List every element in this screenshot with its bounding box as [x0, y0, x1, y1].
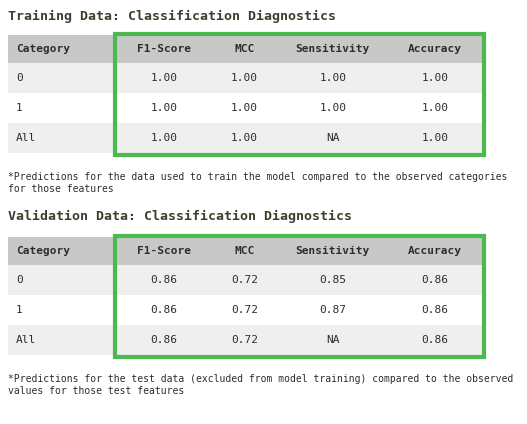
Bar [278, 35, 388, 63]
Bar [211, 123, 278, 153]
Text: F1-Score: F1-Score [137, 246, 191, 256]
Text: Category: Category [16, 246, 70, 256]
Text: 1.00: 1.00 [422, 103, 448, 113]
Bar [211, 63, 278, 93]
Text: NA: NA [326, 133, 339, 143]
Bar [8, 93, 117, 123]
Text: F1-Score: F1-Score [137, 44, 191, 54]
Text: 0: 0 [16, 73, 23, 83]
Bar [211, 93, 278, 123]
Text: 0.86: 0.86 [151, 335, 178, 345]
Text: Sensitivity: Sensitivity [296, 246, 370, 256]
Bar [117, 93, 211, 123]
Bar [278, 123, 388, 153]
Bar [117, 123, 211, 153]
Text: Validation Data: Classification Diagnostics: Validation Data: Classification Diagnost… [8, 210, 352, 223]
Bar [8, 35, 117, 63]
Text: MCC: MCC [235, 44, 255, 54]
Text: 1.00: 1.00 [151, 133, 178, 143]
Bar [211, 295, 278, 325]
Text: *Predictions for the data used to train the model compared to the observed categ: *Predictions for the data used to train … [8, 172, 508, 194]
Text: All: All [16, 133, 36, 143]
Bar [8, 295, 117, 325]
Text: 0.86: 0.86 [151, 305, 178, 315]
Bar [278, 63, 388, 93]
Bar [211, 265, 278, 295]
Text: 1.00: 1.00 [231, 103, 258, 113]
Bar [278, 237, 388, 265]
Bar [117, 237, 211, 265]
Text: 1.00: 1.00 [319, 103, 346, 113]
Text: Category: Category [16, 44, 70, 54]
Text: MCC: MCC [235, 246, 255, 256]
Bar [117, 325, 211, 355]
Bar [8, 325, 117, 355]
Bar [388, 265, 482, 295]
Bar [117, 265, 211, 295]
Bar [117, 295, 211, 325]
Text: 1.00: 1.00 [151, 73, 178, 83]
Text: 0.72: 0.72 [231, 305, 258, 315]
Bar [388, 63, 482, 93]
Text: Training Data: Classification Diagnostics: Training Data: Classification Diagnostic… [8, 10, 336, 23]
Text: 1.00: 1.00 [422, 73, 448, 83]
Bar [8, 123, 117, 153]
Text: 1.00: 1.00 [422, 133, 448, 143]
Bar [278, 325, 388, 355]
Text: Sensitivity: Sensitivity [296, 44, 370, 54]
Text: 0.87: 0.87 [319, 305, 346, 315]
Text: All: All [16, 335, 36, 345]
Text: Accuracy: Accuracy [408, 246, 462, 256]
Bar [388, 295, 482, 325]
Text: 0.72: 0.72 [231, 275, 258, 285]
Text: NA: NA [326, 335, 339, 345]
Bar [388, 237, 482, 265]
Text: 1.00: 1.00 [231, 133, 258, 143]
Text: Accuracy: Accuracy [408, 44, 462, 54]
Text: 0.85: 0.85 [319, 275, 346, 285]
Bar [117, 35, 211, 63]
Bar [211, 237, 278, 265]
Text: 1: 1 [16, 103, 23, 113]
Text: 0.86: 0.86 [151, 275, 178, 285]
Bar [8, 265, 117, 295]
Text: 1: 1 [16, 305, 23, 315]
Text: 0.86: 0.86 [422, 275, 448, 285]
Text: *Predictions for the test data (excluded from model training) compared to the ob: *Predictions for the test data (excluded… [8, 374, 513, 396]
Text: 1.00: 1.00 [231, 73, 258, 83]
Bar [388, 123, 482, 153]
Bar [278, 295, 388, 325]
Bar [211, 35, 278, 63]
Text: 0.86: 0.86 [422, 305, 448, 315]
Text: 0.86: 0.86 [422, 335, 448, 345]
Bar [8, 63, 117, 93]
Bar [388, 93, 482, 123]
Bar [8, 237, 117, 265]
Text: 1.00: 1.00 [319, 73, 346, 83]
Bar [388, 325, 482, 355]
Bar [388, 35, 482, 63]
Text: 1.00: 1.00 [151, 103, 178, 113]
Text: 0: 0 [16, 275, 23, 285]
Text: 0.72: 0.72 [231, 335, 258, 345]
Bar [211, 325, 278, 355]
Bar [278, 265, 388, 295]
Bar [278, 93, 388, 123]
Bar [117, 63, 211, 93]
